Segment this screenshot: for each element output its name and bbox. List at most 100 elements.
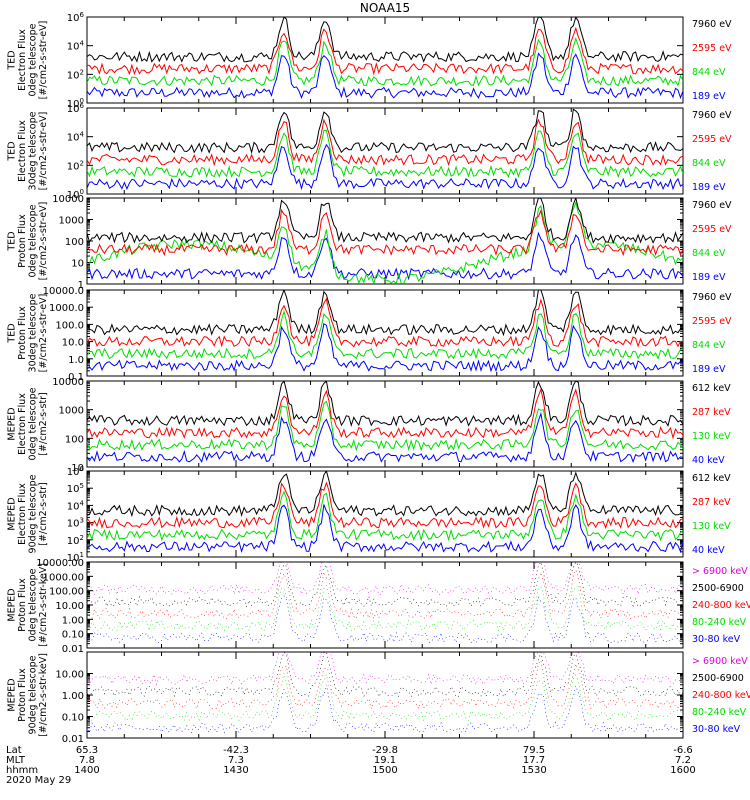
y-tick-label: 0.1 <box>68 372 84 383</box>
x-tick-label-hhmm: 1400 <box>74 765 99 776</box>
legend-entry: 240-800 keV <box>692 600 750 611</box>
x-tick-label-hhmm: 1500 <box>372 765 397 776</box>
series-1 <box>87 26 683 76</box>
y-tick-label: 100 <box>65 237 84 248</box>
y-tick-label: 10000.0 <box>43 286 84 297</box>
series-3 <box>87 143 683 191</box>
series-4 <box>87 684 683 734</box>
legend-entry: 2595 eV <box>692 134 732 145</box>
y-tick-label: 100.0 <box>55 320 84 331</box>
y-tick-label: 10 <box>71 259 84 270</box>
legend-entry: 40 keV <box>692 455 725 466</box>
legend-entry: 2595 eV <box>692 224 732 235</box>
x-tick-label-mlt: 7.8 <box>79 755 95 766</box>
plot-frame <box>86 107 684 195</box>
series-0 <box>87 381 683 428</box>
y-tick-label: 0.01 <box>62 644 84 655</box>
legend-entry: 7960 eV <box>692 292 732 303</box>
y-tick-label: 102 <box>67 534 84 547</box>
series-2 <box>87 490 683 542</box>
series-1 <box>87 208 683 257</box>
x-date: 2020 May 29 <box>6 775 71 786</box>
legend-entry: 612 keV <box>692 473 731 484</box>
y-tick-label: 1000.0 <box>49 303 84 314</box>
panel-8: 0.01 0.10 1.00 10.00 MEPEDProton Flux90deg t… <box>6 651 750 745</box>
y-tick-label: 102 <box>67 68 84 81</box>
series-3 <box>87 584 683 632</box>
y-tick-label: 0.10 <box>62 713 84 724</box>
y-tick-label: 106 <box>67 465 85 478</box>
legend-entry: 612 keV <box>692 383 731 394</box>
y-tick-label: 1 <box>78 280 84 291</box>
legend-entry: 7960 eV <box>692 19 732 30</box>
x-tick-label-mlt: 19.1 <box>374 755 396 766</box>
legend-entry: 130 keV <box>692 521 731 532</box>
y-axis-label: MEPEDProton Flux0deg telescope[#/cm2-s-s… <box>6 563 49 647</box>
series-1 <box>87 562 683 608</box>
series-traces <box>87 562 683 644</box>
y-tick-label: 0.01 <box>62 734 84 745</box>
series-0 <box>87 471 683 518</box>
series-0 <box>87 290 683 337</box>
legend-entry: 30-80 keV <box>692 724 741 735</box>
y-axis-label: MEPEDElectron Flux90deg telescope[#/cm2-… <box>6 474 49 553</box>
y-tick-label: 104 <box>67 40 85 53</box>
series-1 <box>87 652 683 698</box>
legend-entry: 2595 eV <box>692 43 732 54</box>
x-tick-label-hhmm: 1430 <box>223 765 248 776</box>
plot-frame <box>86 651 684 739</box>
series-2 <box>87 36 683 87</box>
x-tick-label-lat: 79.5 <box>523 745 545 756</box>
legend-entry: 2500-6900 <box>692 673 744 684</box>
y-tick-label: 1.00 <box>62 615 84 626</box>
y-tick-label: 106 <box>67 11 85 24</box>
x-tick-label-mlt: 17.7 <box>523 755 545 766</box>
y-tick-label: 100 <box>65 434 84 445</box>
series-3 <box>87 231 683 281</box>
plot-frame <box>86 561 684 649</box>
x-tick-label-lat: 65.3 <box>76 745 98 756</box>
y-tick-label: 10000 <box>52 377 84 388</box>
series-2 <box>87 659 683 710</box>
y-axis-label: TEDElectron Flux0deg telescope[#/cm2-s-s… <box>6 21 49 100</box>
legend-entry: 80-240 keV <box>692 707 747 718</box>
series-0 <box>87 108 683 155</box>
legend-entry: 30-80 keV <box>692 634 741 645</box>
y-tick-label: 0.10 <box>62 630 84 641</box>
series-3 <box>87 52 683 100</box>
legend-entry: 844 eV <box>692 67 726 78</box>
y-tick-label: 10.00 <box>55 601 84 612</box>
y-axis-label: TEDElectron Flux30deg telescope[#/cm2-s-… <box>6 111 49 190</box>
series-3 <box>87 411 683 464</box>
y-tick-label: 1000 <box>59 406 84 417</box>
legend-entry: 40 keV <box>692 545 725 556</box>
x-tick-label-lat: -29.8 <box>372 745 398 756</box>
series-traces <box>87 108 683 191</box>
series-2 <box>87 400 683 452</box>
panels: 100 102 104 106 TEDElectron Flux0deg telesco… <box>6 11 750 745</box>
series-2 <box>87 129 683 179</box>
series-traces <box>87 198 683 284</box>
legend-entry: 130 keV <box>692 431 731 442</box>
x-tick-label-hhmm: 1600 <box>670 765 695 776</box>
legend-entry: 844 eV <box>692 248 726 259</box>
x-tick-label-mlt: 7.2 <box>675 755 691 766</box>
x-tick-label-lat: -42.3 <box>223 745 249 756</box>
y-axis-label: MEPEDProton Flux90deg telescope[#/cm2-s-… <box>6 653 49 737</box>
legend-entry: 240-800 keV <box>692 690 750 701</box>
y-tick-label: 1000.00 <box>43 572 84 583</box>
y-tick-label: 104 <box>67 499 85 512</box>
y-tick-label: 1.00 <box>62 691 84 702</box>
y-tick-label: 104 <box>67 131 85 144</box>
y-tick-label: 10 <box>71 463 84 474</box>
legend-entry: 2500-6900 <box>692 583 744 594</box>
y-tick-label: 103 <box>67 517 84 530</box>
